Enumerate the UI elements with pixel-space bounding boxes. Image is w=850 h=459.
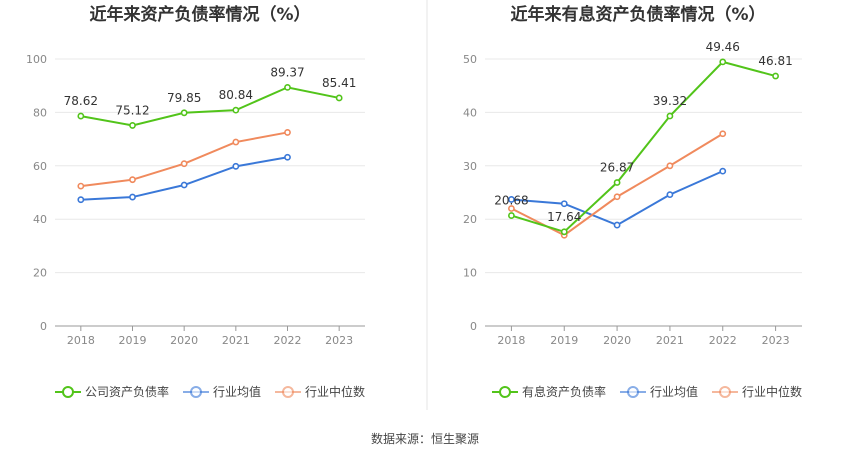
data-point [129, 176, 136, 184]
series-line-2 [80, 131, 288, 188]
y-tick-label: 60 [33, 160, 47, 173]
legend-item[interactable]: 行业均值 [620, 384, 698, 399]
data-point [508, 205, 515, 212]
data-point [719, 58, 727, 66]
data-point [560, 200, 568, 208]
x-tick-label: 2018 [497, 334, 525, 347]
legend-item[interactable]: 行业中位数 [275, 384, 365, 399]
data-label: 89.37 [270, 65, 304, 79]
data-point [129, 193, 136, 201]
data-point [77, 182, 85, 190]
data-label: 17.64 [547, 210, 581, 224]
legend-marker [282, 386, 294, 398]
y-tick-label: 40 [463, 106, 477, 119]
data-point [180, 109, 188, 117]
data-point [180, 181, 188, 189]
legend-marker [62, 386, 74, 398]
x-tick-label: 2021 [222, 334, 250, 347]
data-label: 39.32 [653, 94, 687, 108]
x-tick-label: 2018 [67, 334, 95, 347]
left-chart: 0 20 40 60 80 100 2018 2019 2020 2021 2022 2023 78.6… [26, 53, 365, 399]
data-label: 26.87 [600, 161, 634, 175]
chart-title-left: 近年来资产负债率情况（%） [89, 4, 310, 25]
x-tick-label: 2020 [170, 334, 198, 347]
y-tick-label: 0 [470, 320, 477, 333]
legend-item[interactable]: 有息资产负债率 [492, 384, 606, 399]
data-label: 85.41 [322, 76, 356, 90]
data-label: 20.68 [494, 194, 528, 208]
x-tick-label: 2023 [762, 334, 790, 347]
data-label: 49.46 [706, 40, 740, 54]
right-chart: 0 10 20 30 40 50 2018 2019 2020 2021 2022 2023 20.68… [463, 40, 802, 399]
data-point [232, 106, 240, 114]
x-tick-label: 2020 [603, 334, 631, 347]
data-point [613, 179, 621, 186]
x-tick-label: 2022 [709, 334, 737, 347]
data-point [508, 212, 515, 219]
legend-item[interactable]: 行业均值 [183, 384, 261, 399]
x-tick-label: 2019 [550, 334, 578, 347]
data-point [180, 160, 188, 168]
data-point [284, 153, 291, 161]
data-label: 78.62 [64, 94, 98, 108]
data-point [666, 191, 674, 199]
data-label: 79.85 [167, 91, 201, 105]
chart-title-right: 近年来有息资产负债率情况（%） [510, 4, 765, 25]
legend-label: 行业中位数 [742, 384, 802, 399]
x-tick-label: 2021 [656, 334, 684, 347]
legend-marker [627, 386, 639, 398]
data-point [719, 167, 727, 175]
y-tick-label: 80 [33, 106, 47, 119]
y-tick-label: 40 [33, 213, 47, 226]
data-label: 46.81 [758, 54, 792, 68]
y-tick-label: 20 [463, 213, 477, 226]
legend-item[interactable]: 行业中位数 [712, 384, 802, 399]
legend-marker [499, 386, 511, 398]
legend-label: 行业均值 [650, 384, 698, 399]
x-tick-label: 2022 [274, 334, 302, 347]
data-point [284, 83, 291, 91]
legend-marker [190, 386, 202, 398]
x-tick-label: 2023 [325, 334, 353, 347]
data-point [613, 193, 621, 201]
y-tick-label: 0 [40, 320, 47, 333]
data-point [77, 196, 85, 204]
data-label: 75.12 [115, 103, 149, 117]
legend-label: 行业中位数 [305, 384, 365, 399]
legend-label: 有息资产负债率 [522, 384, 606, 399]
series-line-0 [511, 60, 776, 233]
data-point [508, 196, 515, 203]
data-point [719, 130, 727, 138]
y-tick-label: 50 [463, 53, 477, 66]
data-point [666, 112, 674, 120]
source-label: 数据来源：恒生聚源 [371, 431, 479, 446]
y-tick-label: 20 [33, 267, 47, 280]
legend-label: 公司资产负债率 [85, 384, 169, 399]
y-tick-label: 100 [26, 53, 47, 66]
data-point [232, 138, 240, 146]
series-line-0 [80, 86, 340, 127]
data-label: 80.84 [219, 88, 253, 102]
y-tick-label: 30 [463, 160, 477, 173]
y-tick-label: 10 [463, 267, 477, 280]
data-point [335, 94, 343, 102]
data-point [129, 122, 136, 129]
data-point [560, 228, 568, 236]
legend-label: 行业均值 [213, 384, 261, 399]
data-point [666, 162, 674, 170]
x-tick-label: 2019 [119, 334, 147, 347]
data-point [77, 112, 85, 120]
legend-item[interactable]: 公司资产负债率 [55, 384, 169, 399]
data-point [772, 72, 779, 80]
data-point [284, 129, 291, 136]
data-point [613, 221, 621, 229]
data-point [232, 162, 240, 170]
legend-marker [719, 386, 731, 398]
